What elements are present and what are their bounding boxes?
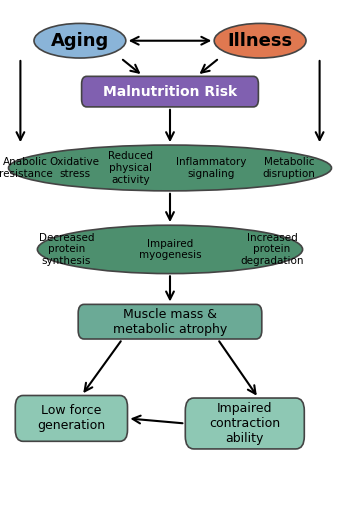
FancyBboxPatch shape: [82, 76, 258, 107]
Text: Low force
generation: Low force generation: [37, 404, 105, 433]
FancyBboxPatch shape: [185, 398, 304, 449]
Text: Metabolic
disruption: Metabolic disruption: [262, 157, 316, 179]
Text: Increased
protein
degradation: Increased protein degradation: [240, 233, 304, 266]
Text: Muscle mass &
metabolic atrophy: Muscle mass & metabolic atrophy: [113, 307, 227, 336]
Text: Decreased
protein
synthesis: Decreased protein synthesis: [38, 233, 94, 266]
Ellipse shape: [8, 145, 332, 191]
Ellipse shape: [214, 23, 306, 58]
Text: Inflammatory
signaling: Inflammatory signaling: [176, 157, 246, 179]
FancyBboxPatch shape: [78, 304, 262, 339]
Text: Oxidative
stress: Oxidative stress: [50, 157, 100, 179]
FancyBboxPatch shape: [15, 395, 128, 441]
Ellipse shape: [34, 23, 126, 58]
Text: Malnutrition Risk: Malnutrition Risk: [103, 84, 237, 99]
Text: Impaired
myogenesis: Impaired myogenesis: [139, 239, 201, 260]
Text: Reduced
physical
activity: Reduced physical activity: [108, 151, 153, 185]
Text: Anabolic
resistance: Anabolic resistance: [0, 157, 52, 179]
Text: Impaired
contraction
ability: Impaired contraction ability: [209, 402, 280, 445]
Text: Aging: Aging: [51, 32, 109, 50]
Ellipse shape: [37, 225, 303, 274]
Text: Illness: Illness: [227, 32, 293, 50]
